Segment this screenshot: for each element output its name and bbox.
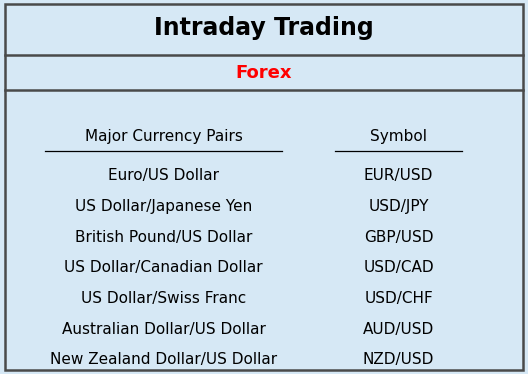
Text: AUD/USD: AUD/USD bbox=[363, 322, 434, 337]
Text: Forex: Forex bbox=[235, 64, 293, 82]
Text: British Pound/US Dollar: British Pound/US Dollar bbox=[75, 230, 252, 245]
Text: US Dollar/Japanese Yen: US Dollar/Japanese Yen bbox=[75, 199, 252, 214]
Text: Euro/US Dollar: Euro/US Dollar bbox=[108, 168, 219, 183]
Text: EUR/USD: EUR/USD bbox=[364, 168, 433, 183]
Text: Symbol: Symbol bbox=[370, 129, 427, 144]
Text: Major Currency Pairs: Major Currency Pairs bbox=[84, 129, 243, 144]
Text: GBP/USD: GBP/USD bbox=[364, 230, 433, 245]
Text: USD/JPY: USD/JPY bbox=[369, 199, 429, 214]
Text: Intraday Trading: Intraday Trading bbox=[154, 16, 374, 40]
Text: US Dollar/Swiss Franc: US Dollar/Swiss Franc bbox=[81, 291, 246, 306]
Text: New Zealand Dollar/US Dollar: New Zealand Dollar/US Dollar bbox=[50, 352, 277, 367]
Text: USD/CAD: USD/CAD bbox=[363, 260, 434, 275]
Text: US Dollar/Canadian Dollar: US Dollar/Canadian Dollar bbox=[64, 260, 263, 275]
Text: USD/CHF: USD/CHF bbox=[364, 291, 433, 306]
Text: NZD/USD: NZD/USD bbox=[363, 352, 435, 367]
Text: Australian Dollar/US Dollar: Australian Dollar/US Dollar bbox=[62, 322, 266, 337]
